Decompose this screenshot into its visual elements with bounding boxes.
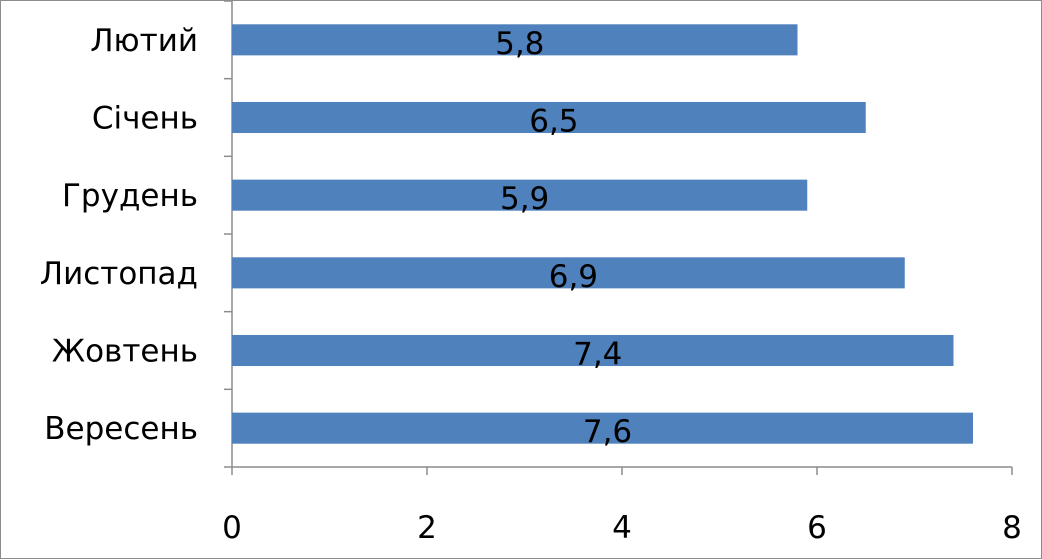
- x-tick-label: 4: [612, 510, 632, 546]
- bar: [232, 257, 905, 289]
- data-label: 6,5: [529, 104, 578, 140]
- value-labels: 7,6 7,4 6,9 5,9 6,5 5,8: [495, 26, 632, 450]
- data-label: 5,9: [500, 181, 549, 217]
- data-label: 7,6: [583, 414, 632, 450]
- bar: [232, 412, 973, 444]
- data-label: 5,8: [495, 26, 544, 62]
- bar: [232, 101, 866, 134]
- category-label: Грудень: [62, 178, 198, 214]
- bar: [232, 334, 954, 367]
- category-label: Вересень: [44, 411, 198, 447]
- category-label: Січень: [92, 101, 198, 137]
- x-tick-label: 8: [1002, 510, 1022, 546]
- x-tick-label: 0: [222, 510, 242, 546]
- category-label: Листопад: [40, 256, 198, 292]
- x-tick-label: 6: [807, 510, 827, 546]
- category-label: Лютий: [90, 23, 198, 59]
- chart-axes: [231, 1, 1012, 468]
- bar: [232, 179, 808, 211]
- category-labels: Вересень Жовтень Листопад Грудень Січень Люти…: [40, 23, 198, 447]
- x-tick-labels: 0 2 4 6 8: [222, 510, 1022, 546]
- data-label: 7,4: [573, 337, 622, 373]
- bar-series: [232, 24, 973, 444]
- x-tick-label: 2: [417, 510, 437, 546]
- bar: [232, 24, 798, 56]
- category-label: Жовтень: [52, 334, 198, 370]
- x-axis-ticks: [231, 467, 1013, 475]
- y-axis-ticks: [224, 1, 232, 468]
- data-label: 6,9: [549, 259, 598, 295]
